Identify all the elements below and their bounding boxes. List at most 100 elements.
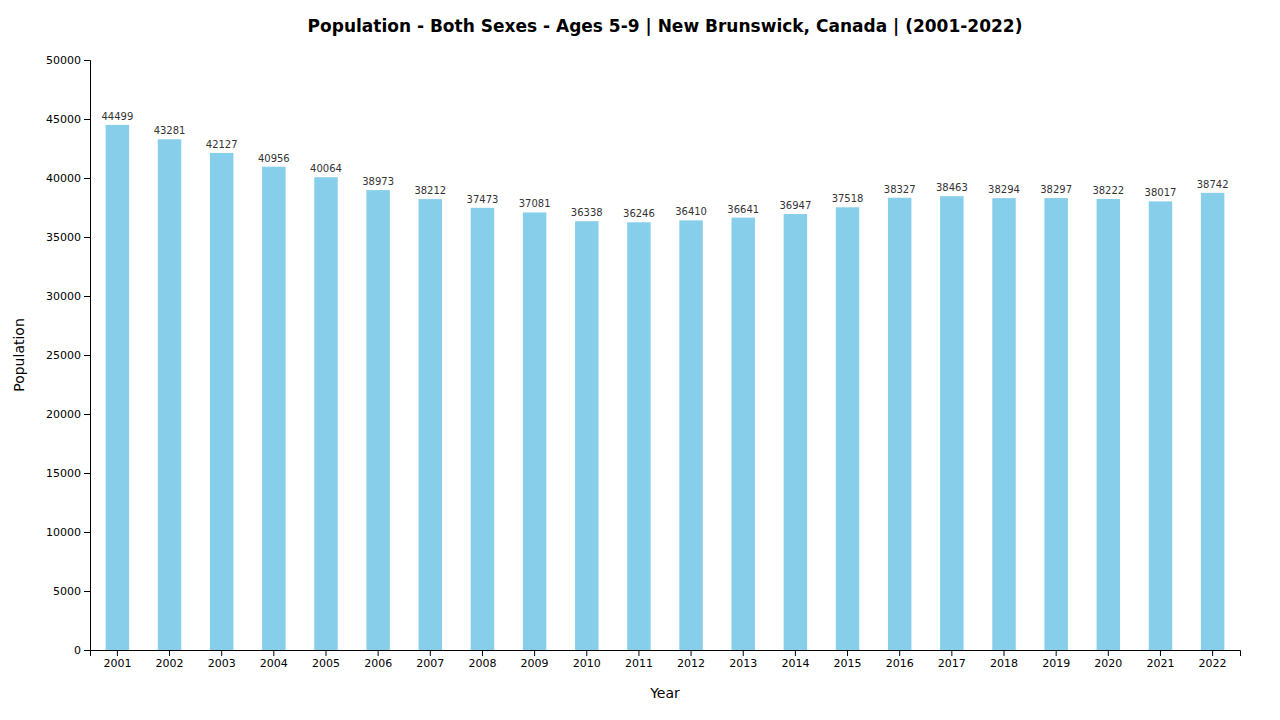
x-tick-mark: [899, 650, 900, 656]
x-tick-label: 2011: [625, 657, 653, 670]
x-tick: 2005: [312, 650, 340, 670]
y-tick: 5000: [53, 585, 90, 598]
bar: [1044, 198, 1067, 650]
y-tick-label: 0: [74, 644, 81, 657]
bar: [575, 221, 598, 650]
y-tick-label: 25000: [46, 349, 81, 362]
x-tick-label: 2014: [781, 657, 809, 670]
x-tick-mark: [378, 650, 379, 656]
x-tick: 2022: [1199, 650, 1227, 670]
data-label: 38327: [884, 184, 916, 195]
x-tick-mark: [1056, 650, 1057, 656]
y-tick-mark: [84, 237, 90, 238]
x-tick-mark: [273, 650, 274, 656]
bar: [992, 198, 1015, 650]
x-tick-label: 2012: [677, 657, 705, 670]
y-tick: 50000: [46, 54, 90, 67]
y-axis-title: Population: [11, 318, 27, 392]
y-tick-label: 45000: [46, 113, 81, 126]
x-tick-mark: [1160, 650, 1161, 656]
x-tick-mark: [1108, 650, 1109, 656]
x-tick: 2012: [677, 650, 705, 670]
bar: [679, 220, 702, 650]
x-tick-label: 2006: [364, 657, 392, 670]
data-label: 36338: [571, 207, 603, 218]
bar: [314, 177, 337, 650]
x-tick-label: 2002: [156, 657, 184, 670]
x-tick-label: 2005: [312, 657, 340, 670]
bar: [210, 153, 233, 650]
y-tick: 30000: [46, 290, 90, 303]
x-tick-label: 2017: [938, 657, 966, 670]
y-tick-mark: [84, 473, 90, 474]
y-tick-mark: [84, 119, 90, 120]
x-tick: 2017: [938, 650, 966, 670]
bars: [106, 125, 1225, 650]
x-tick-mark: [169, 650, 170, 656]
data-label: 38294: [988, 184, 1020, 195]
y-tick: 40000: [46, 172, 90, 185]
x-tick-mark: [221, 650, 222, 656]
y-tick-mark: [84, 591, 90, 592]
x-tick-label: 2008: [468, 657, 496, 670]
bar: [262, 167, 285, 650]
data-label: 37518: [832, 193, 864, 204]
y-tick-mark: [84, 414, 90, 415]
bar: [366, 190, 389, 650]
x-tick-label: 2001: [103, 657, 131, 670]
bar: [1201, 193, 1224, 650]
data-label: 38973: [362, 176, 394, 187]
y-tick: 20000: [46, 408, 90, 421]
x-tick-label: 2004: [260, 657, 288, 670]
x-tick: 2015: [834, 650, 862, 670]
data-label: 36246: [623, 208, 655, 219]
x-axis-title: Year: [649, 685, 680, 701]
bar: [836, 207, 859, 650]
x-tick-label: 2015: [834, 657, 862, 670]
x-tick: 2003: [208, 650, 236, 670]
y-axis-line: [84, 61, 91, 651]
x-tick-mark: [795, 650, 796, 656]
bar: [523, 212, 546, 650]
data-label: 37473: [467, 194, 499, 205]
x-axis: 2001200220032004200520062007200820092010…: [91, 650, 1241, 670]
data-label: 40064: [310, 163, 342, 174]
x-tick-mark: [691, 650, 692, 656]
y-tick: 25000: [46, 349, 90, 362]
x-tick-label: 2018: [990, 657, 1018, 670]
x-tick-mark: [117, 650, 118, 656]
x-tick: 2008: [468, 650, 496, 670]
bar: [158, 139, 181, 650]
y-tick-label: 20000: [46, 408, 81, 421]
data-label: 38017: [1145, 187, 1177, 198]
bar: [106, 125, 129, 650]
x-tick-mark: [534, 650, 535, 656]
y-tick-mark: [84, 60, 90, 61]
y-tick: 35000: [46, 231, 90, 244]
y-tick-label: 30000: [46, 290, 81, 303]
x-tick-mark: [847, 650, 848, 656]
x-tick-label: 2021: [1146, 657, 1174, 670]
x-tick-label: 2022: [1199, 657, 1227, 670]
data-label: 36947: [779, 200, 811, 211]
y-tick-label: 35000: [46, 231, 81, 244]
x-tick: 2007: [416, 650, 444, 670]
bar: [1097, 199, 1120, 650]
bar: [888, 198, 911, 650]
x-tick-label: 2003: [208, 657, 236, 670]
bar: [784, 214, 807, 650]
x-tick: 2002: [156, 650, 184, 670]
x-tick: 2016: [886, 650, 914, 670]
x-tick: 2013: [729, 650, 757, 670]
data-label: 38297: [1040, 184, 1072, 195]
bar: [627, 222, 650, 650]
x-tick-label: 2016: [886, 657, 914, 670]
data-label: 38463: [936, 182, 968, 193]
x-tick-label: 2019: [1042, 657, 1070, 670]
y-tick: 15000: [46, 467, 90, 480]
y-tick-mark: [84, 532, 90, 533]
bar: [731, 218, 754, 650]
x-tick: 2006: [364, 650, 392, 670]
data-labels: 4449943281421274095640064389733821237473…: [101, 111, 1228, 219]
bar: [419, 199, 442, 650]
